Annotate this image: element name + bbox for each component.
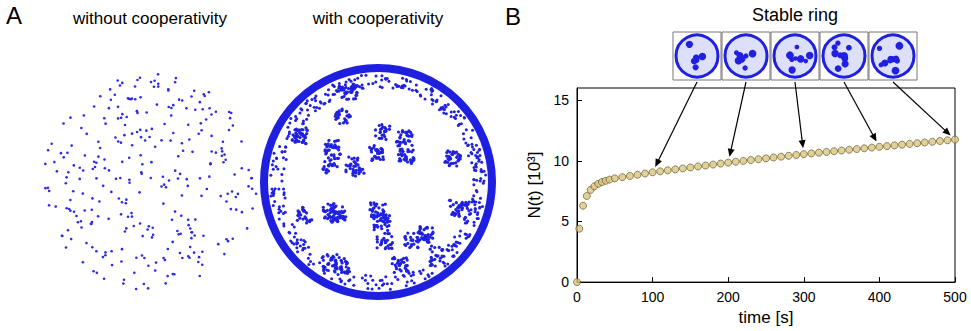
svg-text:500: 500 — [943, 289, 967, 305]
svg-text:10: 10 — [553, 153, 569, 169]
svg-text:0: 0 — [561, 274, 569, 290]
svg-text:without cooperativity: without cooperativity — [72, 9, 228, 28]
svg-text:5: 5 — [561, 213, 569, 229]
svg-text:400: 400 — [868, 289, 892, 305]
svg-text:0: 0 — [573, 289, 581, 305]
svg-text:A: A — [6, 2, 22, 29]
svg-text:15: 15 — [553, 92, 569, 108]
svg-text:200: 200 — [717, 289, 741, 305]
svg-text:100: 100 — [641, 289, 665, 305]
svg-text:N(t) [10³]: N(t) [10³] — [525, 152, 544, 219]
svg-text:time [s]: time [s] — [739, 308, 794, 327]
svg-text:Stable ring: Stable ring — [752, 5, 838, 25]
svg-text:with cooperativity: with cooperativity — [312, 9, 444, 28]
svg-text:B: B — [505, 3, 521, 30]
svg-text:300: 300 — [792, 289, 816, 305]
